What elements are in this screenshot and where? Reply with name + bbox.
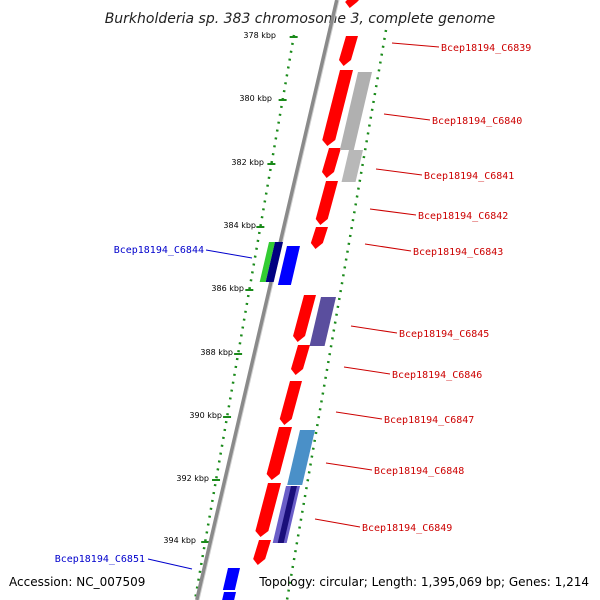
gene-reverse xyxy=(222,592,236,600)
gene-grey xyxy=(341,150,363,182)
gene-reverse xyxy=(222,568,240,590)
gene-navy xyxy=(265,242,283,282)
label-leader xyxy=(343,366,391,375)
gene-forward xyxy=(322,148,341,178)
gene-blue xyxy=(287,430,315,485)
gene-forward xyxy=(293,295,316,342)
gene-grey xyxy=(339,72,372,150)
genome-backbone xyxy=(195,0,339,600)
gene-forward xyxy=(255,483,281,537)
label-leader-lines xyxy=(147,42,440,570)
gene-labels-right: Bcep18194_C6839 Bcep18194_C6840 Bcep1819… xyxy=(362,43,531,534)
accession-text: Accession: NC_007509 xyxy=(9,575,145,589)
gene-labels-left: Bcep18194_C6844 Bcep18194_C6851 xyxy=(55,245,204,565)
label-leader xyxy=(383,113,431,121)
gene-green xyxy=(259,242,275,282)
gene-label[interactable]: Bcep18194_C6842 xyxy=(418,211,508,222)
label-leader xyxy=(205,249,253,259)
gene-label[interactable]: Bcep18194_C6847 xyxy=(384,415,474,426)
gene-reverse xyxy=(277,246,300,285)
ruler-label: 390 kbp xyxy=(189,411,222,420)
ruler-label: 382 kbp xyxy=(231,158,264,167)
genome-backbone-highlight xyxy=(198,0,340,600)
gene-label[interactable]: Bcep18194_C6846 xyxy=(392,370,482,381)
gene-forward xyxy=(310,227,328,249)
label-leader xyxy=(350,325,398,334)
gene-forward xyxy=(253,540,271,565)
gene-forward xyxy=(279,381,302,425)
label-leader xyxy=(364,243,412,252)
ruler-label: 378 kbp xyxy=(243,31,276,40)
gene-label[interactable]: Bcep18194_C6839 xyxy=(441,43,531,54)
ruler-line-left xyxy=(193,34,296,600)
ruler-dots xyxy=(193,29,388,600)
map-title: Burkholderia sp. 383 chromosome 3, compl… xyxy=(105,11,496,27)
gene-forward xyxy=(345,0,359,8)
ruler-ticks xyxy=(201,36,298,543)
gene-label[interactable]: Bcep18194_C6849 xyxy=(362,523,452,534)
ruler-label: 392 kbp xyxy=(176,474,209,483)
genome-summary: Topology: circular; Length: 1,395,069 bp… xyxy=(258,575,589,589)
gene-label[interactable]: Bcep18194_C6844 xyxy=(114,245,204,256)
gene-forward xyxy=(266,427,292,480)
gene-label[interactable]: Bcep18194_C6851 xyxy=(55,554,145,565)
ruler-label: 380 kbp xyxy=(239,94,272,103)
label-leader xyxy=(335,411,383,420)
ruler-label: 386 kbp xyxy=(211,284,244,293)
ruler-line-right xyxy=(285,29,388,600)
gene-purple xyxy=(309,297,336,346)
gene-forward xyxy=(315,181,338,225)
gene-navy xyxy=(277,486,297,543)
gene-label[interactable]: Bcep18194_C6843 xyxy=(413,247,503,258)
label-leader xyxy=(391,42,440,48)
gene-forward xyxy=(339,36,358,66)
gene-label[interactable]: Bcep18194_C6848 xyxy=(374,466,464,477)
gene-label[interactable]: Bcep18194_C6840 xyxy=(432,116,522,127)
ruler-label: 388 kbp xyxy=(200,348,233,357)
gene-forward xyxy=(322,70,353,146)
gene-features xyxy=(222,0,372,600)
ruler-label: 394 kbp xyxy=(163,536,196,545)
gene-forward xyxy=(291,345,310,375)
label-leader xyxy=(314,518,361,528)
label-leader xyxy=(325,462,373,471)
label-leader xyxy=(147,558,193,570)
ruler-labels: 378 kbp 380 kbp 382 kbp 384 kbp 386 kbp … xyxy=(163,31,276,545)
label-leader xyxy=(369,208,417,216)
gene-label[interactable]: Bcep18194_C6845 xyxy=(399,329,489,340)
label-leader xyxy=(375,168,423,176)
gene-label[interactable]: Bcep18194_C6841 xyxy=(424,171,514,182)
ruler-label: 384 kbp xyxy=(223,221,256,230)
